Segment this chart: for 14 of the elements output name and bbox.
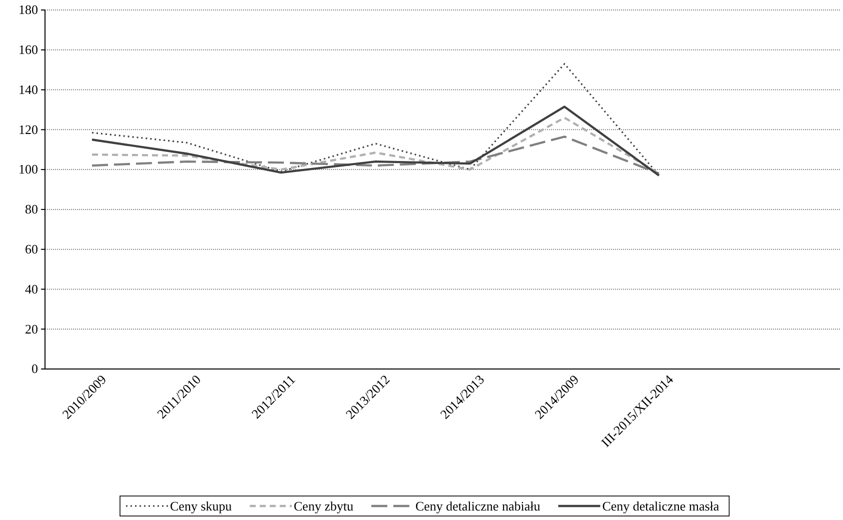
y-tick-label: 180 <box>18 2 38 18</box>
y-tick-label: 80 <box>25 202 38 217</box>
legend-label: Ceny zbytu <box>294 498 354 514</box>
y-tick-label: 20 <box>25 321 38 336</box>
y-tick-label: 0 <box>32 361 38 376</box>
legend-label: Ceny detaliczne masła <box>602 498 720 514</box>
y-tick-label: 60 <box>25 241 38 256</box>
y-tick-label: 160 <box>18 42 38 58</box>
y-tick-label: 40 <box>25 281 38 296</box>
legend-label: Ceny detaliczne nabiału <box>415 498 541 514</box>
y-tick-label: 100 <box>18 162 38 177</box>
y-tick-label: 120 <box>18 122 38 137</box>
legend-label: Ceny skupu <box>170 498 232 514</box>
y-tick-label: 140 <box>18 82 38 97</box>
